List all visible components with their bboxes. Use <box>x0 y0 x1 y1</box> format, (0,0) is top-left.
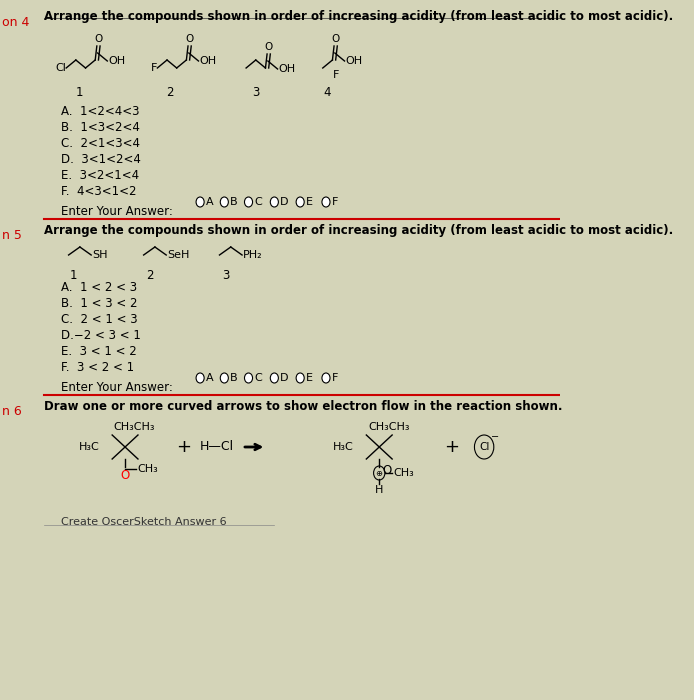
Text: F: F <box>332 373 338 383</box>
Circle shape <box>196 373 204 383</box>
Text: +: + <box>444 438 459 456</box>
Text: Enter Your Answer:: Enter Your Answer: <box>60 381 172 394</box>
Text: C: C <box>254 373 262 383</box>
Text: B.  1<3<2<4: B. 1<3<2<4 <box>60 121 139 134</box>
Text: O: O <box>382 463 391 477</box>
Text: H₃C: H₃C <box>78 442 99 452</box>
Text: CH₃CH₃: CH₃CH₃ <box>114 422 155 432</box>
Text: F.  3 < 2 < 1: F. 3 < 2 < 1 <box>60 361 134 374</box>
Text: 1: 1 <box>69 269 77 282</box>
Text: OH: OH <box>346 56 362 66</box>
Text: PH₂: PH₂ <box>243 250 262 260</box>
Circle shape <box>296 373 304 383</box>
Text: Create OscerSketch Answer 6: Create OscerSketch Answer 6 <box>60 517 226 527</box>
Text: Cl: Cl <box>479 442 489 452</box>
Text: B.  1 < 3 < 2: B. 1 < 3 < 2 <box>60 297 137 310</box>
Circle shape <box>322 373 330 383</box>
Text: D: D <box>280 197 289 207</box>
Circle shape <box>220 197 228 207</box>
Circle shape <box>475 435 494 459</box>
Text: E: E <box>306 197 313 207</box>
Text: B: B <box>230 373 237 383</box>
Text: SH: SH <box>92 250 108 260</box>
Text: 1: 1 <box>76 86 83 99</box>
Text: ⊕: ⊕ <box>375 468 382 477</box>
Circle shape <box>270 373 278 383</box>
Text: n 6: n 6 <box>1 405 22 418</box>
Circle shape <box>373 466 385 480</box>
Circle shape <box>220 373 228 383</box>
Circle shape <box>296 197 304 207</box>
Text: CH₃: CH₃ <box>137 464 158 474</box>
Text: O: O <box>332 34 340 44</box>
Text: F: F <box>151 63 158 73</box>
Text: O: O <box>94 34 103 44</box>
Text: on 4: on 4 <box>1 16 29 29</box>
Text: E.  3 < 1 < 2: E. 3 < 1 < 2 <box>60 345 136 358</box>
Text: B: B <box>230 197 237 207</box>
Text: OH: OH <box>278 64 296 74</box>
Text: E: E <box>306 373 313 383</box>
Text: H₃C: H₃C <box>332 442 353 452</box>
Circle shape <box>196 197 204 207</box>
Text: H: H <box>375 485 383 495</box>
Circle shape <box>244 197 253 207</box>
Text: D.−2 < 3 < 1: D.−2 < 3 < 1 <box>60 329 140 342</box>
Text: 2: 2 <box>167 86 174 99</box>
Text: H—Cl: H—Cl <box>200 440 235 454</box>
Text: 3: 3 <box>252 86 260 99</box>
Text: A: A <box>205 197 213 207</box>
Text: Arrange the compounds shown in order of increasing acidity (from least acidic to: Arrange the compounds shown in order of … <box>44 10 674 23</box>
Text: 4: 4 <box>324 86 331 99</box>
Text: O: O <box>185 34 194 44</box>
Text: Arrange the compounds shown in order of increasing acidity (from least acidic to: Arrange the compounds shown in order of … <box>44 224 674 237</box>
Circle shape <box>244 373 253 383</box>
Text: D: D <box>280 373 289 383</box>
Text: CH₃CH₃: CH₃CH₃ <box>368 422 409 432</box>
Text: A.  1<2<4<3: A. 1<2<4<3 <box>60 105 139 118</box>
Text: OH: OH <box>199 56 217 66</box>
Text: SeH: SeH <box>167 250 189 260</box>
Text: Cl: Cl <box>56 63 66 73</box>
Text: Enter Your Answer:: Enter Your Answer: <box>60 205 172 218</box>
Text: F: F <box>332 197 338 207</box>
Text: −: − <box>491 432 500 442</box>
Text: O: O <box>121 469 130 482</box>
Text: C.  2 < 1 < 3: C. 2 < 1 < 3 <box>60 313 137 326</box>
Text: 3: 3 <box>222 269 230 282</box>
Text: A.  1 < 2 < 3: A. 1 < 2 < 3 <box>60 281 137 294</box>
Text: D.  3<1<2<4: D. 3<1<2<4 <box>60 153 140 166</box>
Text: CH₃: CH₃ <box>393 468 414 478</box>
Text: C.  2<1<3<4: C. 2<1<3<4 <box>60 137 139 150</box>
Text: Draw one or more curved arrows to show electron flow in the reaction shown.: Draw one or more curved arrows to show e… <box>44 400 563 413</box>
Text: +: + <box>176 438 192 456</box>
Text: 2: 2 <box>146 269 154 282</box>
Circle shape <box>322 197 330 207</box>
Text: C: C <box>254 197 262 207</box>
Text: F: F <box>333 70 339 80</box>
Text: A: A <box>205 373 213 383</box>
Text: F.  4<3<1<2: F. 4<3<1<2 <box>60 185 136 198</box>
Text: O: O <box>264 42 273 52</box>
Circle shape <box>270 197 278 207</box>
Text: OH: OH <box>108 56 125 66</box>
Text: n 5: n 5 <box>1 229 22 242</box>
Text: E.  3<2<1<4: E. 3<2<1<4 <box>60 169 139 182</box>
